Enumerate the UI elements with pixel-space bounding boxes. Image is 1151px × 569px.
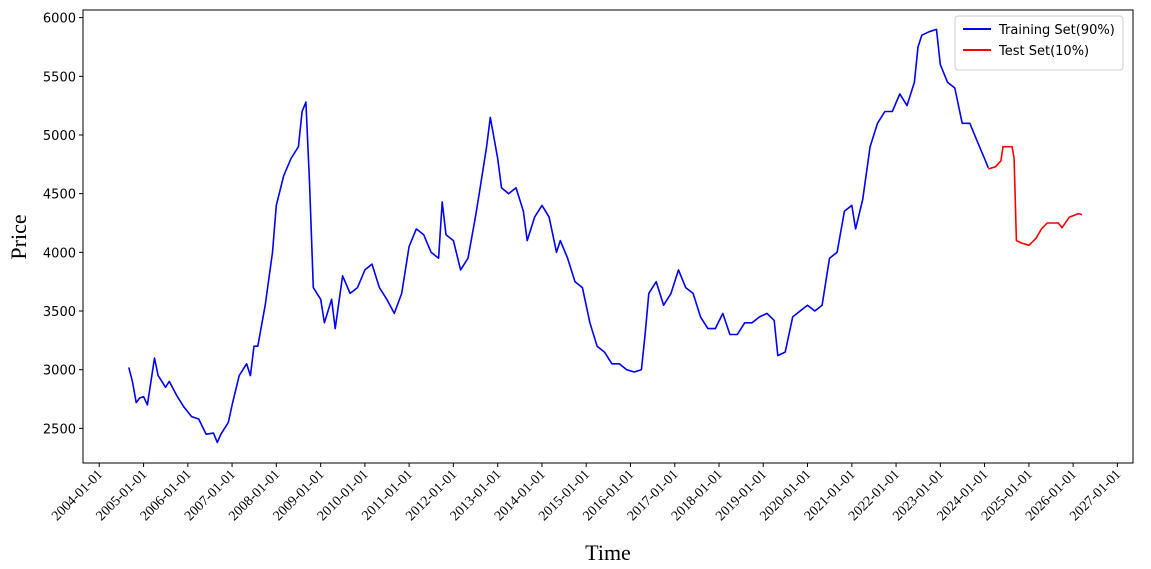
y-tick-label: 3500 bbox=[43, 305, 76, 320]
y-tick-label: 4000 bbox=[43, 246, 76, 261]
y-tick-label: 5500 bbox=[43, 70, 76, 85]
y-tick-label: 3000 bbox=[43, 364, 76, 379]
y-tick-label: 5000 bbox=[43, 129, 76, 144]
series-line bbox=[128, 28, 990, 444]
y-axis-label: Price bbox=[6, 214, 31, 259]
legend-label: Test Set(10%) bbox=[998, 44, 1089, 59]
legend-box bbox=[954, 15, 1124, 71]
y-tick-label: 2500 bbox=[43, 422, 76, 437]
legend-label: Training Set(90%) bbox=[998, 23, 1115, 38]
legend: Training Set(90%) Test Set(10%) bbox=[954, 15, 1124, 71]
series-line bbox=[988, 145, 1083, 247]
y-tick-label: 6000 bbox=[43, 12, 76, 27]
y-tick-label: 4500 bbox=[43, 188, 76, 203]
plot-area bbox=[82, 9, 1134, 464]
x-axis-label: Time bbox=[585, 540, 631, 565]
